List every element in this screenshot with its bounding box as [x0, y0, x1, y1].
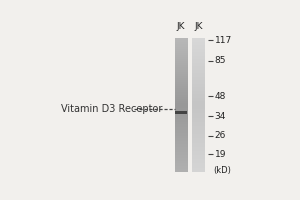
Text: 85: 85	[215, 56, 226, 65]
Text: JK: JK	[194, 22, 203, 31]
Bar	[175, 111, 187, 114]
Text: 19: 19	[215, 150, 226, 159]
Text: (kD): (kD)	[213, 166, 231, 175]
Text: 48: 48	[215, 92, 226, 101]
Text: 34: 34	[215, 112, 226, 121]
Text: 26: 26	[215, 131, 226, 140]
Text: JK: JK	[177, 22, 185, 31]
Text: Vitamin D3 Receptor: Vitamin D3 Receptor	[61, 104, 162, 114]
Text: 117: 117	[215, 36, 232, 45]
